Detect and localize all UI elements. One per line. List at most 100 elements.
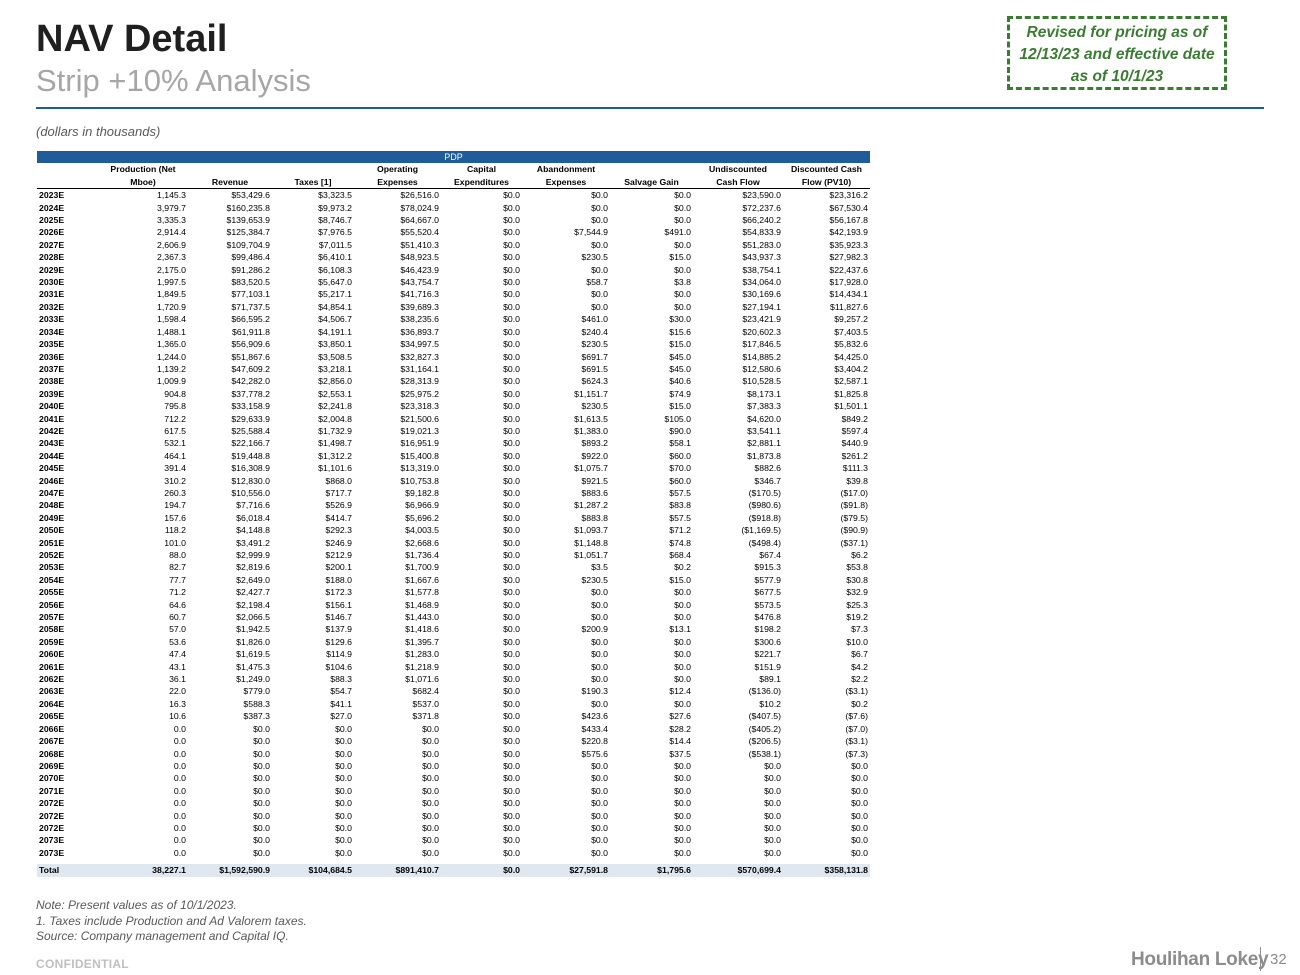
table-cell: $2,881.1 (747, 438, 781, 449)
table-cell: $20,602.3 (742, 326, 781, 337)
table-cell: $15.0 (669, 252, 691, 263)
table-cell: $0.0 (503, 277, 520, 288)
table-cell: $0.0 (851, 835, 869, 846)
table-cell: $10,556.0 (231, 487, 270, 498)
table-cell: $1,501.1 (834, 401, 869, 412)
table-cell: $537.0 (412, 698, 439, 709)
table-cell: $0.0 (674, 289, 691, 300)
table-row: 2031E 1,849.5 $77,103.1 $5,217.1 $41,716.3 $0… (37, 288, 870, 300)
row-year: 2049E (39, 512, 65, 523)
table-cell: $0.0 (851, 760, 869, 771)
table-cell: $423.6 (581, 711, 608, 722)
table-cell: $109,704.9 (226, 239, 270, 250)
table-cell: $346.7 (754, 475, 781, 486)
table-cell: $0.0 (503, 239, 520, 250)
table-row: 2064E 16.3 $588.3 $41.1 $537.0 $0.0 $0.0 $0.0 $1… (37, 698, 870, 710)
row-year: 2069E (39, 760, 65, 771)
table-cell: $588.3 (243, 698, 270, 709)
row-year: 2061E (39, 661, 65, 672)
table-cell: $34,997.5 (400, 339, 439, 350)
table-cell: $0.0 (674, 773, 691, 784)
row-year: 2045E (39, 463, 65, 474)
table-cell: 260.3 (164, 487, 186, 498)
table-cell: 1,720.9 (157, 301, 186, 312)
table-cell: $1,148.8 (574, 537, 608, 548)
table-cell: $2,587.1 (834, 376, 869, 387)
table-cell: $125,384.7 (226, 227, 270, 238)
table-cell: $0.0 (503, 550, 520, 560)
table-cell: $2,004.8 (318, 413, 352, 424)
table-cell: $55,520.4 (400, 227, 439, 238)
table-cell: 101.0 (164, 537, 186, 548)
table-cell: 1,244.0 (157, 351, 186, 362)
table-cell: $51,283.0 (742, 239, 781, 250)
table-row: 2045E 391.4 $16,308.9 $1,101.6 $13,319.0 $0.0… (37, 462, 870, 474)
table-cell: $0.0 (503, 636, 520, 647)
table-cell: $1,071.6 (405, 674, 439, 685)
row-year: 2063E (39, 686, 65, 697)
table-cell: 71.2 (169, 587, 186, 598)
table-cell: $7,976.5 (318, 227, 352, 238)
table-cell: $577.9 (754, 574, 781, 585)
table-cell: $7,544.9 (574, 227, 608, 238)
table-row: 2034E 1,488.1 $61,911.8 $4,191.1 $36,893.7 $0… (37, 326, 870, 338)
table-cell: $0.0 (503, 425, 520, 436)
table-cell: $0.0 (591, 798, 608, 809)
table-cell: $230.5 (581, 401, 608, 412)
table-cell: $4,003.5 (405, 525, 439, 536)
table-row: 2071E 0.0 $0.0 $0.0 $0.0 $0.0 $0.0 $0.0 $0.0 $0.0 (37, 785, 870, 797)
column-header-row-2: Mboe) Revenue Taxes [1] Expenses Expendi… (37, 175, 871, 190)
table-cell: $14,885.2 (742, 351, 781, 362)
page-number: 32 (1270, 951, 1287, 968)
table-cell: $4.2 (851, 661, 869, 672)
table-cell: $1,283.0 (405, 649, 439, 660)
table-cell: $0.0 (674, 674, 691, 685)
row-year: 2025E (39, 215, 65, 226)
table-cell: $0.0 (253, 773, 270, 784)
row-year: 2068E (39, 748, 65, 759)
row-year: 2047E (39, 487, 65, 498)
table-cell: $0.0 (674, 798, 691, 809)
table-cell: $77,103.1 (231, 289, 270, 300)
table-cell: 464.1 (164, 450, 186, 461)
table-cell: 795.8 (164, 401, 186, 412)
table-cell: $677.5 (754, 587, 781, 598)
table-cell: $0.0 (591, 599, 608, 610)
table-cell: $56,167.8 (829, 215, 869, 226)
table-cell: $0.0 (674, 612, 691, 623)
table-cell: $240.4 (581, 326, 608, 337)
company-logo: Houlihan Lokey (1131, 949, 1269, 970)
table-cell: $0.0 (674, 835, 691, 846)
column-header-line1: Production (Net (110, 164, 176, 175)
table-cell: $6,018.4 (236, 512, 270, 523)
table-cell: $7,403.5 (834, 326, 869, 337)
table-cell: $27,194.1 (742, 301, 781, 312)
table-cell: $71,737.5 (231, 301, 270, 312)
table-cell: $41.1 (330, 698, 352, 709)
nav-detail-table: PDP Production (Net Operating Capital Ab… (37, 151, 871, 878)
table-cell: $1,093.7 (574, 525, 608, 536)
table-cell: $0.0 (503, 587, 520, 598)
table-cell: $0.0 (253, 760, 270, 771)
table-cell: 2,914.4 (157, 227, 186, 238)
row-year: 2048E (39, 500, 65, 511)
table-cell: $0.0 (591, 661, 608, 672)
row-year: 2070E (39, 773, 65, 784)
table-cell: $433.4 (581, 723, 608, 734)
table-cell: $882.6 (754, 463, 781, 474)
table-cell: $0.0 (503, 674, 520, 685)
table-cell: $6,966.9 (405, 500, 439, 511)
table-cell: $0.0 (764, 835, 781, 846)
table-cell: $1,468.9 (405, 599, 439, 610)
table-cell: $0.0 (503, 438, 520, 449)
table-cell: $198.2 (754, 624, 781, 635)
table-cell: $491.0 (664, 227, 691, 238)
row-year: 2040E (39, 401, 65, 412)
table-row: 2029E 2,175.0 $91,286.2 $6,108.3 $46,423.9 $0… (37, 264, 870, 276)
table-row: 2047E 260.3 $10,556.0 $717.7 $9,182.8 $0.0 $88… (37, 487, 870, 499)
table-cell: $414.7 (325, 512, 352, 523)
table-cell: 0.0 (173, 847, 186, 858)
table-cell: $12.4 (669, 686, 691, 697)
total-cell: $27,591.8 (522, 864, 610, 878)
table-cell: $922.0 (581, 450, 608, 461)
